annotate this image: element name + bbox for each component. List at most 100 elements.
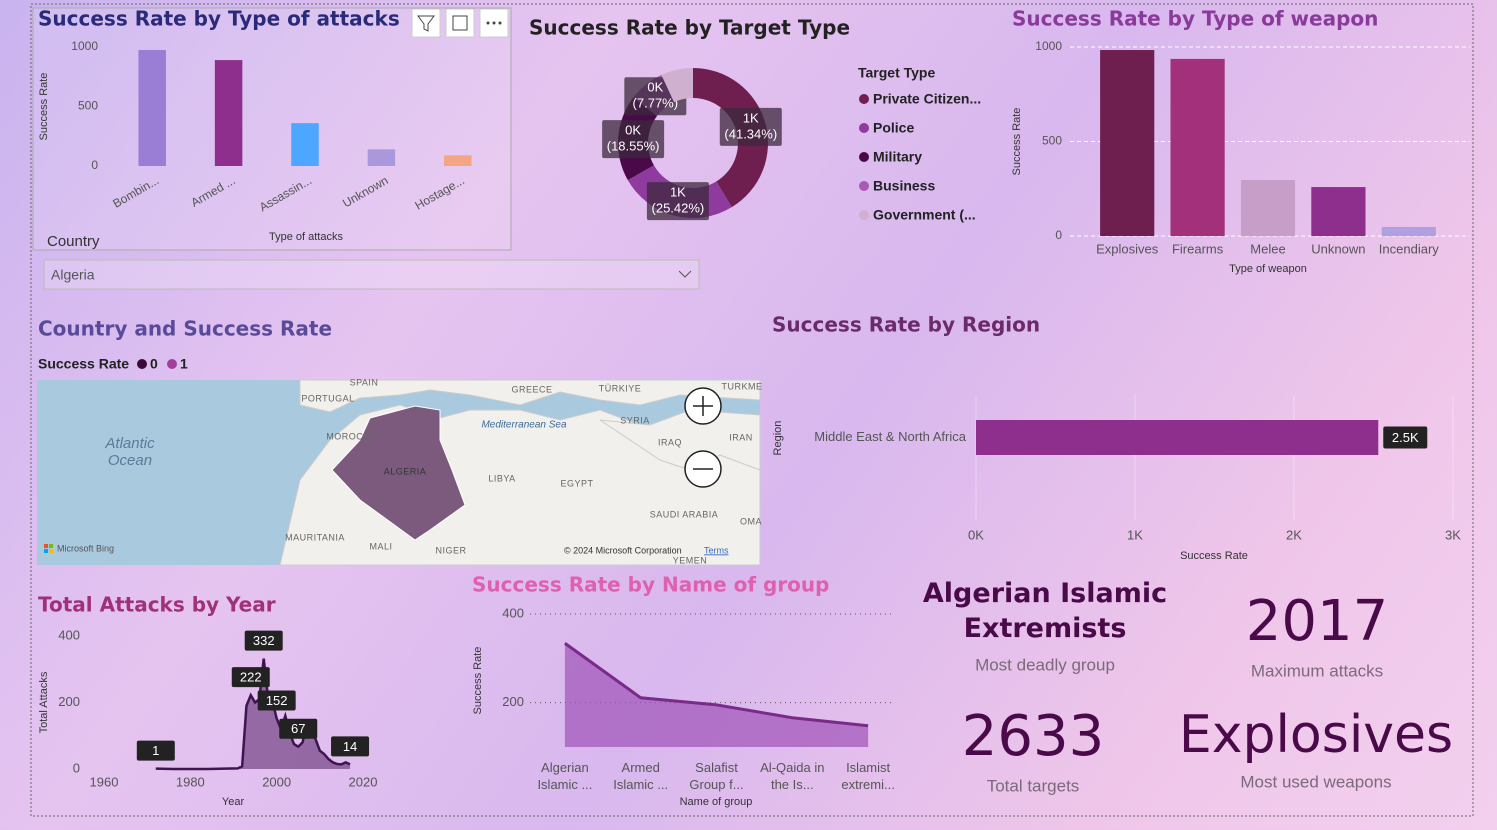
x-tick-label: 3K [1445,527,1461,542]
card-label: Total targets [987,776,1080,795]
focus-button[interactable] [445,8,475,38]
value-label-box [331,736,370,757]
y-axis-title: Success Rate [1011,108,1023,176]
percent-label: (18.55%) [607,139,660,154]
y-axis-title: Success Rate [472,647,484,715]
x-tick-label: Melee [1250,241,1285,256]
y-tick-label: 400 [58,627,80,642]
bar [1170,58,1225,237]
x-tick-label: Incendiary [1379,241,1439,256]
map-label: MAURITANIA [285,532,345,542]
map-label: ALGERIA [384,466,427,476]
value-label-box [244,630,283,651]
dot [498,21,502,25]
map-label: SPAIN [350,377,379,387]
area [564,643,869,747]
y-tick-label: Middle East & North Africa [814,429,966,444]
y-tick-label: 200 [502,694,524,709]
card-value: Algerian Islamic Extremists [922,578,1168,644]
dot [486,21,490,25]
x-tick-label: 1960 [90,774,119,789]
x-tick-label: 1980 [176,774,205,789]
map-provider: Microsoft Bing [57,543,114,553]
map-label: TURKME [722,381,763,391]
map-land-mideast [599,409,761,471]
map-label: IRAN [729,432,753,442]
value-label: 222 [240,670,262,685]
x-tick-label: Al-Qaida in the Is... [760,760,825,792]
x-axis-title: Name of group [680,796,753,808]
card-label: Most used weapons [1240,772,1391,791]
y-axis-title: Success Rate [38,73,50,141]
bing-logo [49,549,53,553]
zoom-in-icon [693,396,713,416]
map-terms[interactable]: Terms [704,545,729,555]
dropdown-chevron [678,270,692,278]
map-country-algeria[interactable] [331,405,466,541]
donut-segment [661,68,693,103]
map-label: SYRIA [620,415,650,425]
map-land-europe [299,379,761,413]
map-label: SAUDI ARABIA [650,509,719,519]
page-border [30,3,1474,817]
visual-toolbar [411,8,509,38]
x-tick-label-box: Salafist Group f... [689,760,743,792]
x-tick-label: Algerian Islamic ... [537,760,593,792]
bar [1100,50,1155,236]
map-label: Mediterranean Sea [481,420,566,431]
legend-label: Business [873,178,935,194]
value-label: 2.5K [1392,430,1419,445]
card-value-text: Algerian Islamic Extremists [922,578,1168,644]
x-tick-label-box: Al-Qaida in the Is... [760,760,825,792]
x-tick-label: Firearms [1172,241,1224,256]
bar [138,49,166,166]
line [564,642,869,728]
value-label-box [646,182,709,221]
legend-swatch [137,359,147,369]
y-tick-label: 200 [58,694,80,709]
x-tick-label: 0K [968,527,984,542]
y-tick-label: 0 [1055,228,1062,242]
chart-title: Success Rate by Name of group [472,573,829,597]
value-label: 152 [266,693,288,708]
map-label: YEMEN [673,555,708,565]
filter-button[interactable] [411,8,441,38]
bar [1311,187,1366,236]
value-label: 332 [253,633,275,648]
value-label: 1K [743,110,759,125]
x-tick-label: Unknown [1311,241,1365,256]
map-label: GREECE [511,384,552,394]
card-value: 2633 [962,704,1105,769]
legend-label: Military [873,149,922,165]
x-tick-label: Islamist extremi... [841,760,895,792]
x-tick-label: 2K [1286,527,1302,542]
donut-segment [693,68,768,208]
bing-logo [44,544,48,548]
value-label: 0K [625,123,641,138]
slicer-dropdown[interactable] [43,259,700,290]
x-axis-title: Type of weapon [1229,263,1307,275]
chart-title: Success Rate by Type of attacks [38,7,400,31]
card-label: Most deadly group [975,655,1115,674]
y-axis-title: Region [772,421,784,456]
bar [1381,226,1436,236]
percent-label: (41.34%) [724,126,777,141]
slicer-value: Algeria [51,267,95,283]
y-tick-label: 400 [502,605,524,620]
x-tick-label: 2000 [262,774,291,789]
value-label-box [719,107,782,146]
legend-label: Government (... [873,207,976,223]
legend-label: Police [873,120,914,136]
filter-icon [417,15,435,32]
visual-focus [32,7,512,251]
value-label-box [1383,426,1428,449]
map-label: Ocean [108,452,152,469]
y-tick-label: 1000 [71,39,98,53]
area [155,658,351,769]
value-label: 1K [670,185,686,200]
bar [214,60,243,167]
value-label-box [231,667,270,688]
